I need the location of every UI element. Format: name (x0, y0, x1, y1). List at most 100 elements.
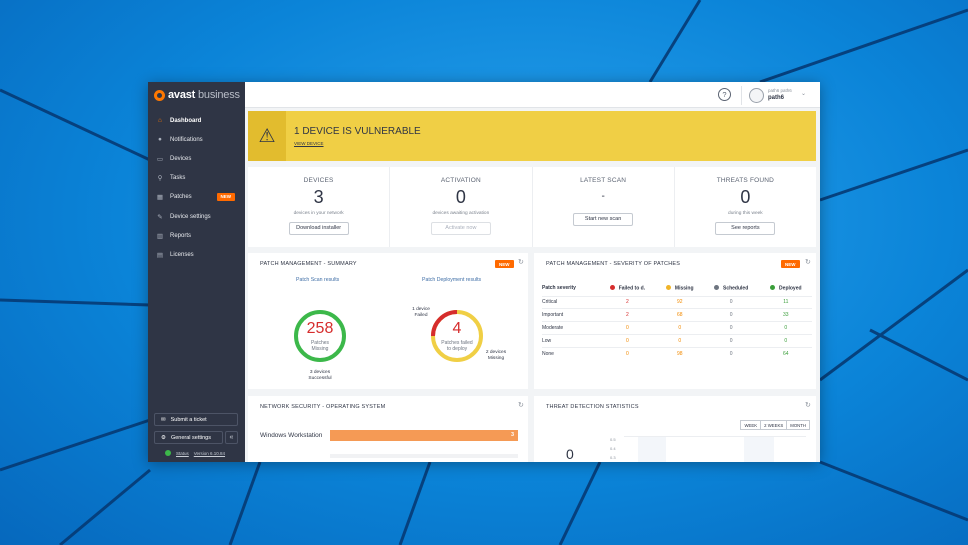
stat-threats-found: THREATS FOUND 0 during this week See rep… (673, 167, 816, 247)
logo-text: avast business (168, 89, 240, 101)
severity-table: Patch severity Failed to d. Missing Sche… (542, 280, 812, 360)
column-header: Scheduled (703, 280, 760, 296)
deployed-cell: 0 (759, 333, 812, 348)
severity-cell: Critical (542, 295, 598, 309)
alert-text: 1 DEVICE IS VULNERABLE VIEW DEVICE (286, 126, 421, 146)
warning-icon: ⚠ (248, 111, 286, 161)
panel-title: PATCH MANAGEMENT - SUMMARY (260, 261, 357, 267)
column-header-label: Missing (674, 285, 694, 291)
patch-summary-panel: PATCH MANAGEMENT - SUMMARY NEW ↻ Patch S… (248, 253, 528, 389)
sidebar-item-patches[interactable]: ▦ Patches NEW (148, 188, 245, 207)
sidebar-item-dashboard[interactable]: ⌂ Dashboard (148, 111, 245, 130)
sidebar-item-label: Patches (170, 194, 192, 201)
column-header: Failed to d. (598, 280, 657, 296)
scheduled-cell: 0 (702, 295, 760, 309)
user-name[interactable]: path6 (768, 95, 785, 101)
vulnerability-alert: ⚠ 1 DEVICE IS VULNERABLE VIEW DEVICE (248, 111, 816, 161)
chevron-down-icon[interactable]: ⌄ (801, 91, 807, 97)
missing-dot-icon (665, 284, 671, 290)
logo-secondary: business (198, 89, 240, 101)
refresh-icon[interactable]: ↻ (805, 402, 811, 409)
collapse-sidebar-button[interactable]: « (225, 431, 238, 444)
avatar[interactable] (749, 88, 764, 103)
version-link[interactable]: Version 6.10.84 (193, 450, 226, 456)
patch-severity-panel: PATCH MANAGEMENT - SEVERITY OF PATCHES N… (534, 253, 816, 389)
logo[interactable]: avast business (148, 82, 245, 108)
failed-cell: 0 (598, 333, 657, 348)
patch-icon: ▦ (156, 194, 164, 202)
see-reports-button[interactable]: See reports (715, 222, 776, 235)
missing-cell: 0 (656, 333, 703, 348)
help-icon[interactable]: ? (718, 88, 731, 101)
stat-description: devices awaiting activation (432, 211, 490, 216)
scan-note-line: Successful (308, 376, 332, 381)
sidebar-item-device-settings[interactable]: ✎ Device settings (148, 207, 245, 226)
download-installer-button[interactable]: Download installer (288, 222, 349, 235)
view-device-link[interactable]: VIEW DEVICE (294, 141, 324, 146)
failed-cell: 0 (598, 346, 657, 360)
refresh-icon[interactable]: ↻ (518, 402, 524, 409)
failed-cell: 0 (598, 321, 657, 335)
os-bar-value: 3 (510, 432, 514, 438)
status-line: Status Version 6.10.84 (165, 450, 225, 456)
panel-title: NETWORK SECURITY - OPERATING SYSTEM (260, 404, 386, 410)
new-badge: NEW (495, 260, 514, 268)
y-tick-label: 0.4 (610, 446, 616, 451)
start-new-scan-button[interactable]: Start new scan (573, 213, 634, 226)
sidebar-item-licenses[interactable]: ▤ Licenses (148, 245, 245, 264)
deployment-results-heading: Patch Deployment results (422, 277, 482, 283)
tab-2-weeks[interactable]: 2 WEEKS (761, 420, 788, 430)
sidebar-item-label: Tasks (170, 175, 186, 182)
submit-ticket-button[interactable]: ✉ Submit a ticket (154, 413, 238, 426)
column-header: Missing (657, 280, 703, 296)
panel-title: PATCH MANAGEMENT - SEVERITY OF PATCHES (546, 261, 681, 267)
scan-sub-line: Missing (311, 346, 329, 352)
stat-label: ACTIVATION (440, 177, 481, 184)
os-bar[interactable]: 3 (330, 430, 518, 441)
scan-note-line: 3 devices (309, 370, 331, 375)
column-header-label: Deployed (779, 285, 802, 291)
status-dot-icon (165, 450, 171, 456)
severity-cell: Low (542, 333, 598, 348)
stat-value: 0 (455, 187, 466, 207)
app-window: avast business ⌂ Dashboard ● Notificatio… (148, 82, 820, 462)
sidebar-item-label: Device settings (170, 213, 211, 220)
scan-ring-graphic (294, 310, 346, 362)
deploy-note-line: 2 devices (485, 350, 507, 355)
status-link[interactable]: Status (176, 450, 189, 456)
sidebar-item-tasks[interactable]: ⚲ Tasks (148, 169, 245, 188)
refresh-icon[interactable]: ↻ (518, 259, 524, 266)
stats-row: DEVICES 3 devices in your network Downlo… (248, 167, 816, 247)
sidebar-item-label: Licenses (170, 251, 194, 258)
deployed-cell: 0 (759, 321, 812, 335)
sidebar-item-label: Reports (170, 232, 192, 239)
sidebar-nav: ⌂ Dashboard ● Notifications ▭ Devices ⚲ … (148, 111, 245, 265)
home-icon: ⌂ (158, 117, 162, 125)
general-settings-button[interactable]: ⚙ General settings (154, 431, 223, 444)
sidebar-item-devices[interactable]: ▭ Devices (148, 149, 245, 168)
activate-now-button[interactable]: Activate now (430, 222, 491, 235)
stat-description: during this week (728, 211, 763, 216)
general-settings-label: General settings (170, 434, 211, 441)
deploy-value: 4 (452, 320, 462, 337)
deploy-sub: Patches failed to deploy (430, 340, 484, 352)
failed-dot-icon (609, 284, 615, 290)
main-content: ? path6 path6 path6 ⌄ ⚠ 1 DEVICE IS VULN… (245, 82, 820, 462)
sidebar-item-notifications[interactable]: ● Notifications (148, 130, 245, 149)
license-icon: ▤ (156, 251, 164, 259)
deployed-cell: 11 (759, 295, 812, 309)
deploy-note-failed: 1 device Failed (406, 307, 436, 319)
tab-week[interactable]: WEEK (740, 420, 762, 430)
refresh-icon[interactable]: ↻ (805, 259, 811, 266)
tab-month[interactable]: MONTH (787, 420, 810, 430)
chat-icon: ✉ (161, 416, 166, 423)
deployed-cell: 64 (759, 346, 812, 360)
sidebar-item-label: Notifications (170, 136, 203, 143)
user-account-label[interactable]: path6 path6 (768, 88, 792, 93)
scan-ring-arc (294, 310, 346, 362)
scheduled-cell: 0 (702, 321, 760, 335)
sidebar: avast business ⌂ Dashboard ● Notificatio… (148, 82, 245, 462)
sidebar-item-reports[interactable]: ▥ Reports (148, 226, 245, 245)
scheduled-dot-icon (713, 284, 719, 290)
